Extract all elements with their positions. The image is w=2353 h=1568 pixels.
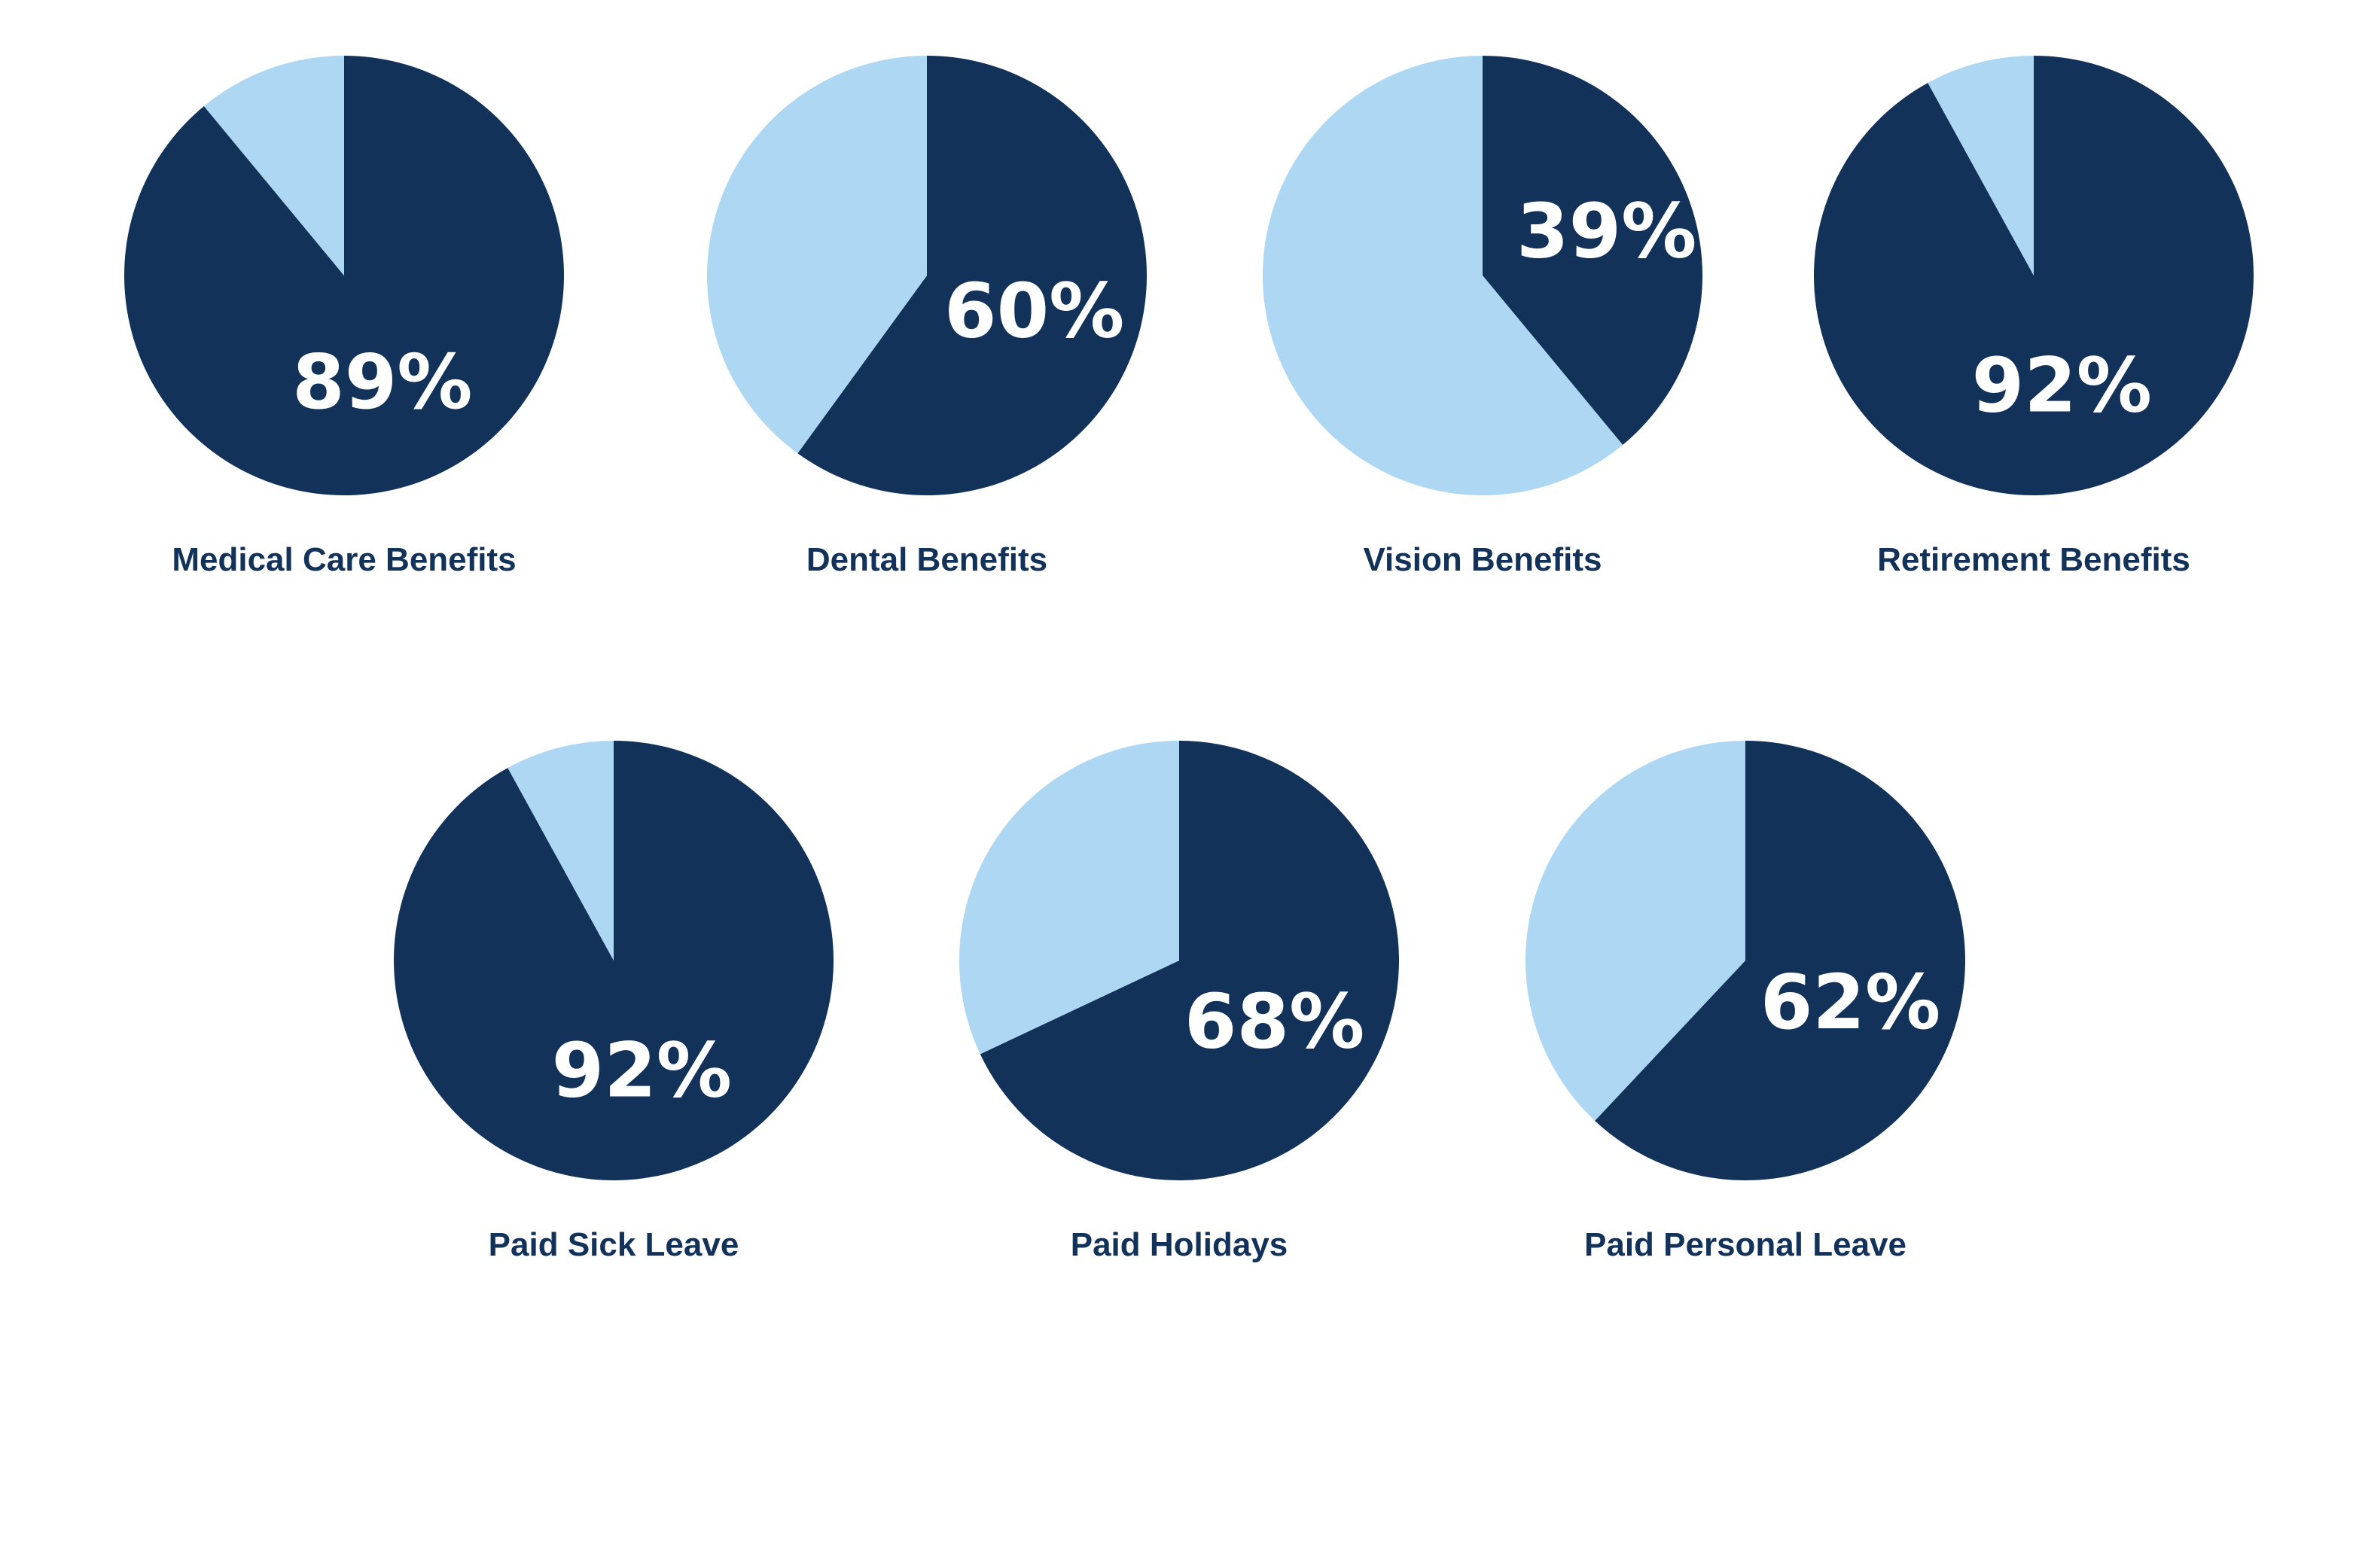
pie-caption: Vision Benefits xyxy=(1363,541,1602,578)
pie-chart: 92% Retirement Benefits xyxy=(1814,56,2254,578)
pie-caption: Paid Holidays xyxy=(1071,1226,1288,1263)
pie-caption: Paid Personal Leave xyxy=(1584,1226,1906,1263)
pie-slice-remainder xyxy=(203,56,344,276)
pie-chart: 68% Paid Holidays xyxy=(959,741,1399,1263)
pie-value-label: 92% xyxy=(1972,341,2152,429)
pie-value-label: 39% xyxy=(1516,187,1696,276)
pie-value-label: 60% xyxy=(944,266,1124,355)
pie-slice-value xyxy=(980,741,1399,1181)
pie-slice-remainder xyxy=(707,56,927,454)
pie-value-label: 89% xyxy=(292,338,472,426)
pie-caption: Retirement Benefits xyxy=(1877,541,2190,578)
pie-slice-remainder xyxy=(507,741,614,961)
pie-caption: Medical Care Benefits xyxy=(172,541,516,578)
pie-slice-value xyxy=(1814,56,2254,496)
pie-value-label: 68% xyxy=(1184,977,1364,1065)
pie-chart: 89% Medical Care Benefits xyxy=(123,56,564,578)
pie-value-label: 92% xyxy=(552,1026,732,1114)
pie-slice-value xyxy=(797,55,1148,495)
pie-slice-value xyxy=(123,56,564,496)
pie-slice-remainder xyxy=(1525,741,1745,1121)
pie-slice-value xyxy=(1595,741,1965,1180)
pie-slice-remainder xyxy=(959,741,1179,1055)
pie-chart: 60% Dental Benefits xyxy=(707,55,1148,578)
pie-caption: Paid Sick Leave xyxy=(489,1226,739,1263)
pie-slice-remainder xyxy=(1263,56,1623,495)
pie-value-label: 62% xyxy=(1760,958,1940,1046)
pie-slice-remainder xyxy=(1928,56,2034,276)
pie-chart: 39% Vision Benefits xyxy=(1263,56,1703,578)
pie-chart: 62% Paid Personal Leave xyxy=(1525,741,1965,1263)
pie-caption: Dental Benefits xyxy=(806,541,1047,578)
pie-slice-value xyxy=(394,741,834,1180)
pie-chart: 92% Paid Sick Leave xyxy=(394,741,834,1263)
pie-slice-value xyxy=(1483,56,1703,445)
